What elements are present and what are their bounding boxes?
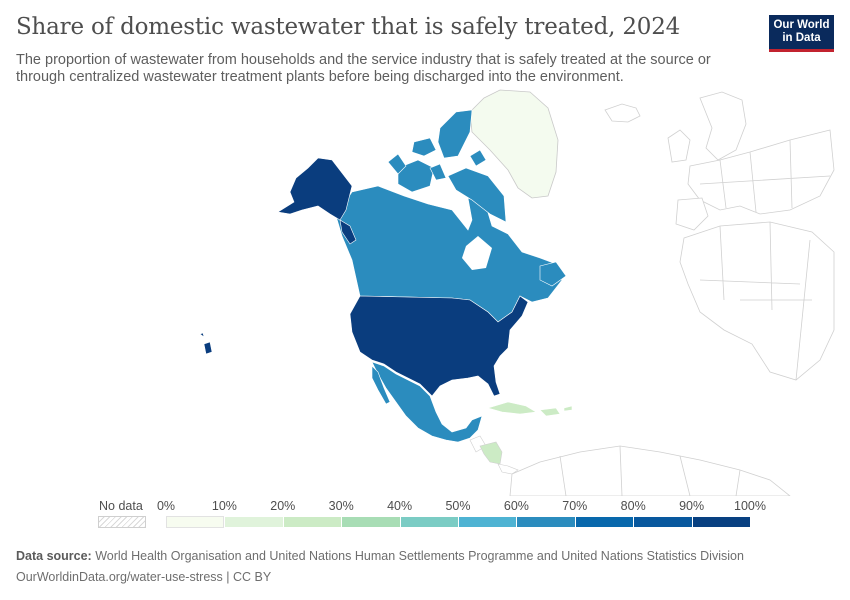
legend-tick-label: 30% — [328, 499, 354, 513]
hudson-bay — [462, 236, 492, 270]
legend-bin[interactable] — [399, 516, 458, 528]
puerto-rico — [563, 405, 573, 412]
panama-costa-rica — [497, 463, 519, 475]
legend-bin[interactable] — [574, 516, 634, 528]
contiguous-usa — [349, 295, 529, 397]
newfoundland — [539, 261, 567, 287]
greenland[interactable] — [469, 89, 559, 199]
baja-california[interactable] — [371, 365, 391, 405]
eastern-hemisphere-outlines — [604, 91, 835, 381]
ellesmere-island — [437, 109, 473, 159]
data-source-label: Data source: — [16, 549, 92, 563]
united-states[interactable] — [199, 157, 529, 397]
legend-bin[interactable] — [341, 516, 400, 528]
british-isles-outline — [667, 129, 691, 163]
chart-title: Share of domestic wastewater that is saf… — [16, 14, 681, 40]
legend-tick-label: 40% — [387, 499, 413, 513]
europe-borders — [699, 139, 831, 213]
color-legend: No data 0% 10% 20% 30% 40% 50% 60% 70% 80% 90% 100… — [0, 497, 850, 537]
scandinavia-outline — [699, 91, 747, 161]
logo-line-1: Our World — [773, 19, 830, 31]
arctic-islands — [411, 137, 487, 181]
choropleth-map[interactable] — [0, 86, 850, 496]
caribbean[interactable] — [486, 401, 573, 417]
africa-outline — [679, 221, 835, 381]
legend-tick-label: 80% — [620, 499, 646, 513]
legend-bin[interactable] — [516, 516, 575, 528]
mexico[interactable] — [371, 361, 483, 443]
chart-subtitle: The proportion of wastewater from househ… — [16, 52, 711, 85]
legend-tick-label: 10% — [211, 499, 237, 513]
legend-tick-label: 20% — [270, 499, 296, 513]
legend-tick-label: 90% — [679, 499, 705, 513]
cuba — [486, 401, 537, 415]
africa-borders — [699, 221, 812, 381]
legend-bin[interactable] — [458, 516, 517, 528]
banks-island — [387, 153, 407, 175]
legend-bin[interactable] — [224, 516, 283, 528]
owid-logo[interactable]: Our World in Data — [769, 15, 834, 52]
logo-line-2: in Data — [782, 32, 821, 44]
legend-bin[interactable] — [691, 516, 750, 528]
victoria-island — [397, 159, 435, 193]
canada[interactable] — [335, 109, 567, 323]
south-america-outline — [509, 445, 791, 496]
legend-tick-label: 0% — [156, 499, 176, 513]
legend-bin[interactable] — [166, 516, 225, 528]
legend-tick-label: 60% — [503, 499, 529, 513]
hispaniola — [539, 407, 561, 417]
honduras-nicaragua — [479, 441, 503, 465]
alaska-panhandle — [339, 219, 357, 245]
legend-tick-label: 70% — [562, 499, 588, 513]
data-source-text: World Health Organisation and United Nat… — [95, 549, 744, 563]
south-america-borders — [559, 445, 741, 496]
hawaii — [199, 332, 213, 355]
legend-bin[interactable] — [633, 516, 692, 528]
legend-no-data-label: No data — [99, 499, 143, 513]
legend-bin[interactable] — [282, 516, 342, 528]
legend-tick-label: 100% — [734, 499, 766, 513]
legend-tick-label: 50% — [445, 499, 471, 513]
data-source: Data source: World Health Organisation a… — [16, 549, 744, 563]
baffin-island — [447, 167, 507, 223]
footer-link[interactable]: OurWorldinData.org/water-use-stress | CC… — [16, 570, 272, 584]
iberia-outline — [675, 197, 709, 231]
legend-no-data-swatch[interactable] — [98, 516, 146, 528]
iceland-outline — [604, 103, 641, 123]
alaska — [277, 157, 353, 221]
central-america[interactable] — [469, 435, 519, 475]
